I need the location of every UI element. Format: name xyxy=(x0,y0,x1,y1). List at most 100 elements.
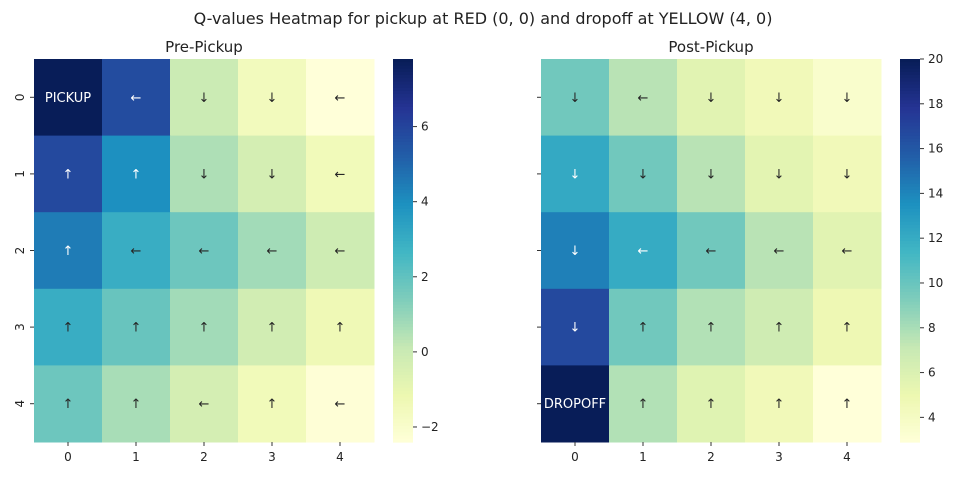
cell-annotation: DROPOFF xyxy=(544,397,606,412)
colorbar-segment xyxy=(393,103,413,108)
cell-annotation: ↓ xyxy=(774,91,785,106)
colorbar-segment xyxy=(393,199,413,204)
colorbar-segment xyxy=(900,145,920,149)
colorbar-segment xyxy=(900,374,920,379)
colorbar-segment xyxy=(900,384,920,389)
y-tick-label: 4 xyxy=(13,400,27,408)
heatmap-cell xyxy=(677,288,746,366)
colorbar-segment xyxy=(900,100,920,105)
colorbar-segment xyxy=(393,263,413,268)
cell-annotation: ← xyxy=(335,91,346,106)
colorbar-segment xyxy=(900,426,920,430)
colorbar-segment xyxy=(900,183,920,188)
colorbar-segment xyxy=(393,416,413,421)
colorbar-tick-label: 2 xyxy=(421,270,429,284)
colorbar-segment xyxy=(900,272,920,277)
colorbar-segment xyxy=(393,349,413,354)
colorbar-segment xyxy=(900,336,920,341)
cell-annotation: ← xyxy=(774,244,785,259)
colorbar-segment xyxy=(393,90,413,95)
colorbar-segment xyxy=(393,403,413,408)
heatmap-cell xyxy=(238,365,307,443)
heatmap-cell xyxy=(745,365,814,443)
colorbar-segment xyxy=(393,371,413,376)
colorbar-segment xyxy=(900,135,920,140)
cell-annotation: ↑ xyxy=(335,321,346,336)
colorbar-segment xyxy=(900,295,920,299)
colorbar-segment xyxy=(393,231,413,236)
heatmap-cell xyxy=(541,59,610,137)
colorbar-segment xyxy=(900,59,920,63)
colorbar-tick-label: 18 xyxy=(928,97,943,111)
cell-annotation: PICKUP xyxy=(45,91,91,106)
colorbar-tick-label: 4 xyxy=(421,195,429,209)
cell-annotation: ← xyxy=(267,244,278,259)
colorbar-segment xyxy=(900,368,920,373)
colorbar-segment xyxy=(900,193,920,197)
colorbar-tick-label: 10 xyxy=(928,276,943,290)
cell-annotation: ← xyxy=(638,244,649,259)
colorbar-segment xyxy=(393,339,413,344)
heatmap-cell xyxy=(306,59,375,137)
colorbar-segment xyxy=(393,113,413,118)
colorbar-segment xyxy=(393,157,413,162)
colorbar-segment xyxy=(393,170,413,175)
x-tick-label: 4 xyxy=(336,450,344,464)
heatmap-cell xyxy=(170,365,239,443)
colorbar-segment xyxy=(900,371,920,376)
colorbar-segment xyxy=(393,419,413,424)
heatmap-cell xyxy=(306,212,375,290)
colorbar-segment xyxy=(393,253,413,258)
heatmap-cell xyxy=(745,212,814,290)
colorbar-segment xyxy=(900,141,920,146)
colorbar-segment xyxy=(393,81,413,86)
colorbar-segment xyxy=(900,78,920,82)
colorbar-segment xyxy=(393,279,413,284)
colorbar-segment xyxy=(393,320,413,325)
colorbar-segment xyxy=(393,285,413,290)
colorbar-segment xyxy=(393,374,413,379)
colorbar-segment xyxy=(393,84,413,89)
colorbar-segment xyxy=(393,323,413,328)
colorbar-segment xyxy=(900,138,920,143)
colorbar-segment xyxy=(393,132,413,137)
colorbar-segment xyxy=(393,362,413,366)
colorbar-segment xyxy=(900,311,920,315)
colorbar: −2 0 2 4 6 xyxy=(393,59,439,443)
colorbar-segment xyxy=(393,186,413,191)
colorbar-segment xyxy=(900,256,920,261)
cell-annotation: ↓ xyxy=(199,167,210,182)
colorbar-segment xyxy=(900,154,920,159)
cell-annotation: ↓ xyxy=(706,167,717,182)
heatmap-cell xyxy=(306,135,375,213)
colorbar-segment xyxy=(393,355,413,360)
colorbar-segment xyxy=(393,59,413,63)
colorbar-segment xyxy=(393,62,413,66)
colorbar-segment xyxy=(393,122,413,127)
colorbar-segment xyxy=(900,279,920,284)
colorbar-segment xyxy=(900,71,920,76)
cell-annotation: ↑ xyxy=(706,397,717,412)
colorbar-segment xyxy=(900,110,920,114)
colorbar-segment xyxy=(393,432,413,437)
colorbar-segment xyxy=(393,301,413,306)
heatmap-cell xyxy=(541,212,610,290)
colorbar-tick-label: 14 xyxy=(928,186,943,200)
colorbar-segment xyxy=(900,327,920,331)
cell-annotation: ↓ xyxy=(570,321,581,336)
colorbar-segment xyxy=(393,224,413,229)
cell-annotation: ↓ xyxy=(570,244,581,259)
colorbar-segment xyxy=(393,87,413,92)
cell-annotation: ↑ xyxy=(131,321,142,336)
colorbar-segment xyxy=(900,240,920,245)
cell-annotation: ↓ xyxy=(267,167,278,182)
heatmap-cell xyxy=(609,365,678,443)
colorbar-segment xyxy=(393,387,413,392)
colorbar-segment xyxy=(393,438,413,443)
cell-annotation: ↑ xyxy=(774,397,785,412)
colorbar-segment xyxy=(393,65,413,70)
colorbar-segment xyxy=(900,349,920,354)
cell-annotation: ↑ xyxy=(842,397,853,412)
